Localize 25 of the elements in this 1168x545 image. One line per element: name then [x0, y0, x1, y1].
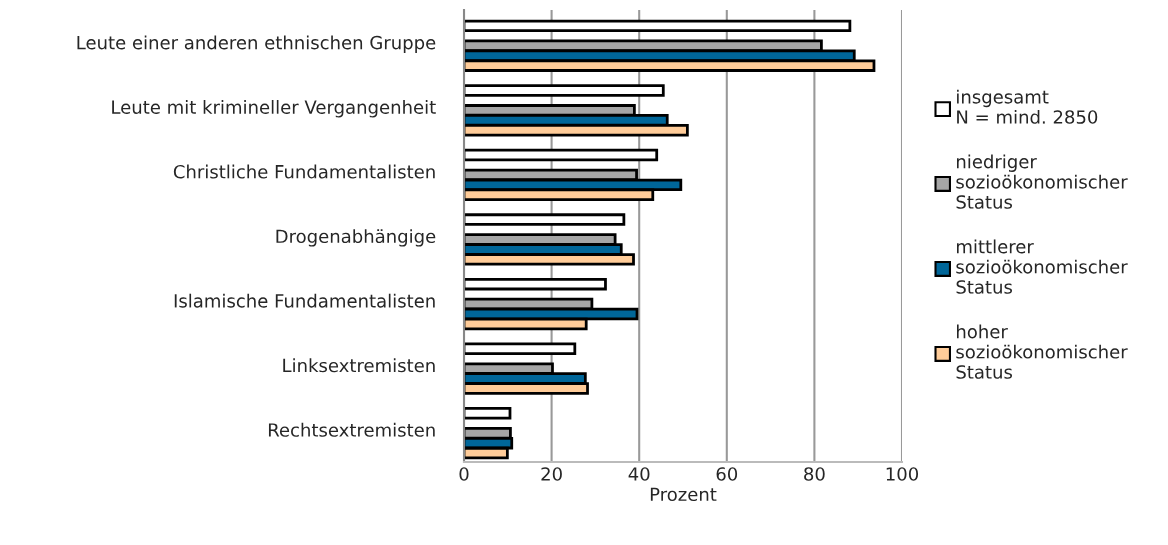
- y-tick-label: Leute mit krimineller Vergangenheit: [112, 100, 436, 118]
- legend-label: hoher sozioökonomischer Status: [956, 324, 1128, 379]
- x-tick-label: 100: [886, 467, 919, 481]
- y-tick-label: Drogenabhängige: [276, 229, 436, 247]
- bar: [464, 277, 607, 291]
- x-tick-label: 80: [804, 467, 825, 481]
- legend-label: mittlerer sozioökonomischer Status: [956, 239, 1128, 294]
- bar: [464, 19, 852, 33]
- bar: [464, 407, 512, 420]
- legend-label: niedriger sozioökonomischer Status: [956, 154, 1128, 209]
- bar: [464, 148, 659, 162]
- x-axis-title: Prozent: [650, 487, 717, 502]
- y-tick-label: Islamische Fundamentalisten: [174, 293, 435, 308]
- bar: [464, 84, 665, 97]
- bar: [464, 342, 577, 355]
- y-tick-label: Linksextremisten: [283, 358, 435, 373]
- y-tick-label: Leute einer anderen ethnischen Gruppe: [77, 35, 436, 53]
- x-tick-label: 60: [716, 467, 738, 481]
- bar: [464, 213, 626, 226]
- y-tick-label: Rechtsextremisten: [268, 422, 435, 437]
- legend-label: insgesamt N = mind. 2850: [957, 89, 1098, 124]
- x-tick-label: 20: [541, 467, 562, 481]
- y-tick-label: Christliche Fundamentalisten: [173, 164, 435, 179]
- x-tick-label: 40: [628, 467, 650, 481]
- x-tick-label: 0: [459, 467, 469, 481]
